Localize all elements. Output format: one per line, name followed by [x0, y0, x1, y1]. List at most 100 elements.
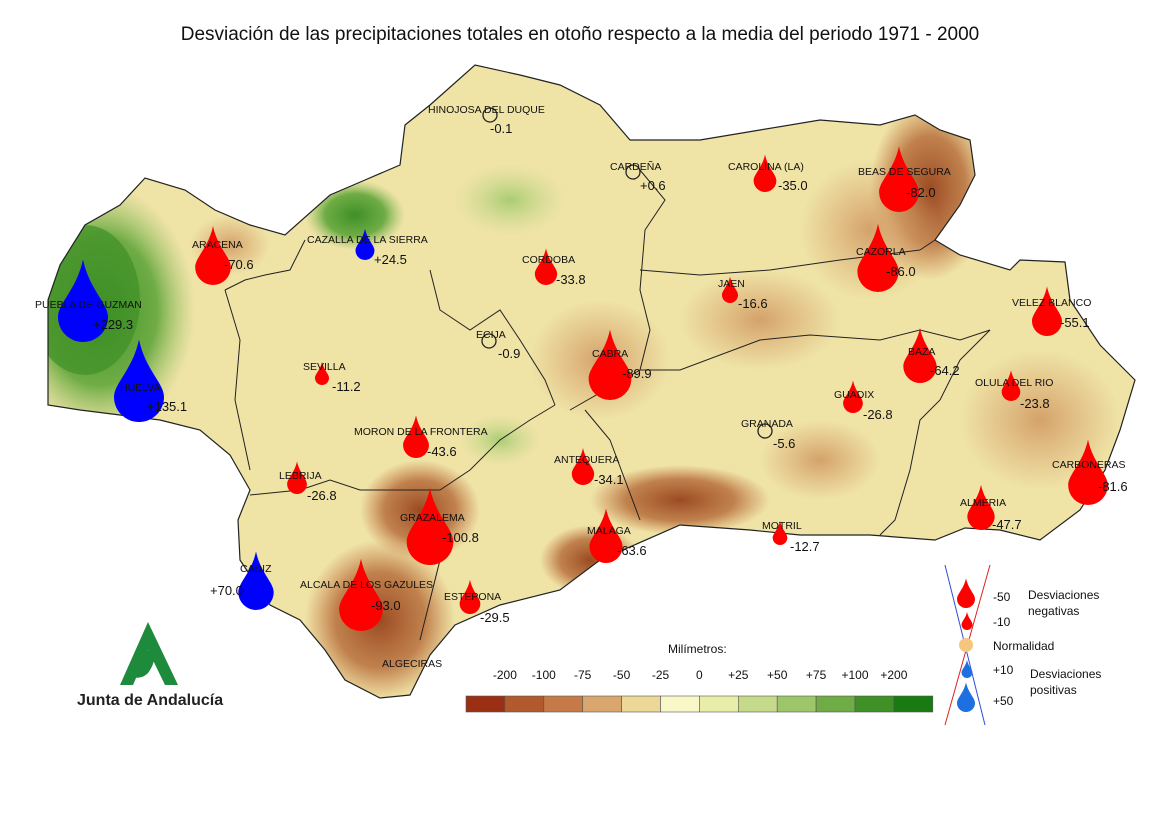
negative-drop-marker	[1001, 370, 1021, 401]
map-title: Desviación de las precipitaciones totale…	[180, 24, 980, 45]
drop-legend: -50 -10 Desviaciones negativas Normalida…	[944, 564, 1101, 726]
station-name: SEVILLA	[303, 361, 346, 373]
station: MOTRIL -12.7	[762, 520, 820, 554]
station-value: -55.1	[1060, 315, 1090, 330]
legend-positive-title-1: Desviaciones	[1030, 667, 1101, 681]
station-value: -93.0	[371, 598, 401, 613]
station: GUADIX -26.8	[834, 380, 893, 422]
station: MORON DE LA FRONTERA -43.6	[354, 415, 488, 459]
negative-drop-marker	[339, 558, 383, 631]
negative-drop-marker	[534, 248, 558, 286]
station-value: -29.5	[480, 610, 510, 625]
negative-drop-marker	[588, 329, 632, 400]
negative-drop-marker	[753, 154, 777, 193]
legend-normal-label: Normalidad	[993, 639, 1054, 653]
station-name: GRANADA	[741, 418, 793, 430]
station-name: CARBONERAS	[1052, 459, 1126, 471]
logo-text: Junta de Andalucía	[77, 692, 223, 709]
legend-neg10-label: -10	[993, 615, 1011, 629]
positive-drop-marker	[355, 228, 375, 261]
station-value: +24.5	[374, 252, 407, 267]
colorbar-swatch	[776, 695, 817, 713]
colorbar-swatch	[543, 695, 583, 713]
station-name: VELEZ BLANCO	[1012, 297, 1091, 309]
negative-drop-marker	[589, 508, 623, 563]
station: ALGECIRAS	[382, 658, 442, 670]
legend-normal-circle	[959, 638, 973, 652]
colorbar-tick-label: -200	[493, 668, 517, 682]
colorbar-swatch	[815, 695, 856, 713]
station: HUELVA +135.1	[114, 339, 187, 422]
station-name: HINOJOSA DEL DUQUE	[428, 104, 545, 116]
station: PUEBLA DE GUZMAN +229.3	[35, 259, 142, 343]
colorbar-tick-label: +50	[767, 668, 788, 682]
station-value: -100.8	[442, 530, 479, 545]
colorbar-swatch	[504, 695, 545, 713]
normal-circle-marker	[757, 423, 773, 439]
legend-positive-title-2: positivas	[1030, 683, 1077, 697]
station-value: -47.7	[992, 517, 1022, 532]
station: LEBRIJA -26.8	[279, 461, 337, 503]
colorbar-tick-label: -75	[574, 668, 592, 682]
negative-drop-marker	[459, 579, 481, 614]
station-name: ESTEPONA	[444, 591, 501, 603]
station: CARDEÑA +0.6	[610, 160, 666, 193]
negative-drop-marker	[843, 380, 863, 413]
normal-circle-marker	[481, 333, 497, 349]
station-name: PUEBLA DE GUZMAN	[35, 299, 142, 311]
station-value: -63.6	[617, 543, 647, 558]
negative-drop-marker	[879, 146, 919, 213]
negative-drop-marker	[571, 448, 595, 485]
station: SEVILLA -11.2	[303, 361, 361, 394]
legend-neg50-drop	[957, 578, 975, 608]
negative-drop-marker	[1068, 439, 1108, 506]
station: BAZA -64.2	[903, 327, 960, 383]
station-name: ALGECIRAS	[382, 658, 442, 670]
station-name: CAZORLA	[856, 246, 906, 258]
negative-drop-marker	[903, 327, 937, 383]
station: ECIJA -0.9	[476, 329, 520, 361]
station-name: HUELVA	[120, 382, 160, 394]
station: CABRA -89.9	[588, 329, 652, 400]
colorbar-tick-label: 0	[696, 668, 703, 682]
station-value: -0.1	[490, 121, 512, 136]
station: OLULA DEL RIO -23.8	[975, 370, 1053, 411]
colorbar-swatch	[699, 695, 739, 713]
legend-negative-title-2: negativas	[1028, 604, 1079, 618]
station-value: -23.8	[1020, 396, 1050, 411]
stations-layer: HINOJOSA DEL DUQUE -0.1 CARDEÑA +0.6 CAROLIN…	[35, 104, 1128, 670]
station-value: -70.6	[224, 257, 254, 272]
station-name: BAZA	[908, 346, 935, 358]
colorbar-swatch	[465, 695, 506, 713]
legend-pos10-drop	[961, 659, 973, 678]
station-name: LEBRIJA	[279, 470, 322, 482]
station: CAZORLA -86.0	[856, 223, 916, 292]
station-value: -86.0	[886, 264, 916, 279]
station-value: -34.1	[594, 472, 624, 487]
station-value: -82.0	[906, 185, 936, 200]
negative-drop-marker	[857, 223, 899, 292]
station: GRANADA -5.6	[741, 418, 795, 451]
station-name: ECIJA	[476, 329, 506, 341]
colorbar-swatch	[737, 695, 778, 713]
negative-drop-marker	[403, 415, 429, 458]
colorbar-tick-label: -100	[532, 668, 556, 682]
negative-drop-marker	[967, 484, 995, 531]
station-name: CADIZ	[240, 563, 272, 575]
colorbar-swatch	[854, 695, 895, 713]
station-value: -81.6	[1098, 479, 1128, 494]
station-name: GUADIX	[834, 389, 874, 401]
station-name: CAZALLA DE LA SIERRA	[307, 234, 428, 246]
station-value: -89.9	[622, 366, 652, 381]
legend-neg10-drop	[961, 611, 973, 630]
colorbar-swatch	[660, 695, 700, 713]
station-value: -26.8	[307, 488, 337, 503]
station-name: BEAS DE SEGURA	[858, 166, 951, 178]
positive-drop-marker	[238, 551, 274, 610]
positive-drop-marker	[114, 339, 164, 422]
station-name: CAROLINA (LA)	[728, 161, 804, 173]
station-name: OLULA DEL RIO	[975, 377, 1053, 389]
legend-neg50-label: -50	[993, 590, 1011, 604]
station-value: +70.0	[210, 583, 243, 598]
